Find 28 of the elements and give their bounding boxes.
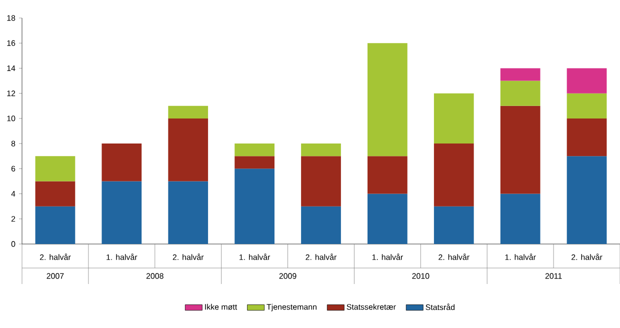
bar bbox=[368, 156, 408, 194]
bar bbox=[234, 156, 274, 169]
bar bbox=[102, 181, 142, 244]
bar bbox=[566, 93, 607, 118]
bar bbox=[234, 144, 274, 156]
bar bbox=[301, 144, 341, 156]
bar bbox=[35, 206, 76, 244]
bar bbox=[301, 206, 341, 244]
bar bbox=[368, 43, 408, 156]
bar bbox=[500, 80, 540, 106]
bar bbox=[35, 156, 76, 182]
bar bbox=[500, 106, 540, 194]
bar bbox=[168, 106, 208, 118]
bar bbox=[35, 181, 76, 206]
bar bbox=[566, 118, 607, 156]
bar bbox=[434, 206, 474, 244]
bar bbox=[368, 194, 408, 244]
bar bbox=[434, 93, 474, 144]
bar bbox=[566, 68, 607, 94]
bar bbox=[500, 194, 540, 244]
bar bbox=[168, 118, 208, 182]
bar bbox=[102, 144, 142, 182]
bar bbox=[500, 68, 540, 81]
bar bbox=[234, 168, 274, 244]
bar bbox=[301, 156, 341, 206]
bar bbox=[168, 181, 208, 244]
bar bbox=[434, 144, 474, 206]
bar bbox=[566, 156, 607, 244]
